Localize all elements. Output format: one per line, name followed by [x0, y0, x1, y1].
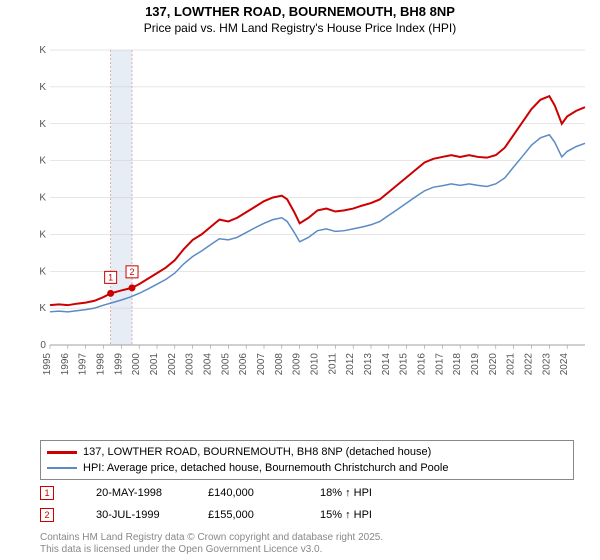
title-block: 137, LOWTHER ROAD, BOURNEMOUTH, BH8 8NP … [0, 0, 600, 36]
legend-row-hpi: HPI: Average price, detached house, Bour… [47, 460, 567, 476]
svg-text:1996: 1996 [60, 353, 71, 376]
sale-row-1: 1 20-MAY-1998 £140,000 18% ↑ HPI [40, 482, 580, 504]
sale-date-1: 20-MAY-1998 [96, 487, 186, 499]
svg-text:2010: 2010 [310, 353, 321, 376]
svg-text:2022: 2022 [524, 353, 535, 376]
svg-text:1: 1 [108, 272, 113, 282]
svg-text:£500K: £500K [40, 156, 46, 167]
svg-text:2006: 2006 [238, 353, 249, 376]
sale-date-2: 30-JUL-1999 [96, 509, 186, 521]
svg-text:2015: 2015 [399, 353, 410, 376]
svg-text:2016: 2016 [417, 353, 428, 376]
license-block: Contains HM Land Registry data © Crown c… [40, 532, 383, 556]
svg-text:2004: 2004 [203, 353, 214, 376]
svg-text:1997: 1997 [78, 353, 89, 376]
legend-swatch-hpi [47, 467, 77, 469]
chart-container: 137, LOWTHER ROAD, BOURNEMOUTH, BH8 8NP … [0, 0, 600, 560]
svg-text:1998: 1998 [96, 353, 107, 376]
svg-text:1995: 1995 [42, 353, 53, 376]
svg-text:2019: 2019 [470, 353, 481, 376]
svg-text:£800K: £800K [40, 45, 46, 56]
svg-text:£0: £0 [40, 340, 46, 351]
sale-pct-1: 18% ↑ HPI [320, 487, 410, 499]
title-line2: Price paid vs. HM Land Registry's House … [0, 21, 600, 37]
sale-marker-1: 1 [40, 486, 54, 500]
svg-text:2008: 2008 [274, 353, 285, 376]
svg-text:2011: 2011 [327, 353, 338, 375]
chart-area: £0 £100K £200K £300K £400K £500K £600K £700K £80… [40, 45, 590, 395]
svg-text:2005: 2005 [220, 353, 231, 376]
svg-text:2024: 2024 [559, 353, 570, 376]
legend-swatch-price [47, 451, 77, 454]
svg-text:2002: 2002 [167, 353, 178, 376]
legend-box: 137, LOWTHER ROAD, BOURNEMOUTH, BH8 8NP … [40, 440, 574, 480]
svg-text:2003: 2003 [185, 353, 196, 376]
svg-text:£300K: £300K [40, 229, 46, 240]
license-line1: Contains HM Land Registry data © Crown c… [40, 532, 383, 544]
sale-pct-2: 15% ↑ HPI [320, 509, 410, 521]
svg-text:£400K: £400K [40, 193, 46, 204]
svg-text:1999: 1999 [113, 353, 124, 376]
sale-price-2: £155,000 [208, 509, 298, 521]
svg-text:2021: 2021 [506, 353, 517, 376]
legend-label-price: 137, LOWTHER ROAD, BOURNEMOUTH, BH8 8NP … [83, 446, 431, 458]
sales-block: 1 20-MAY-1998 £140,000 18% ↑ HPI 2 30-JU… [40, 482, 580, 526]
svg-text:2020: 2020 [488, 353, 499, 376]
svg-text:2023: 2023 [541, 353, 552, 376]
sale-price-1: £140,000 [208, 487, 298, 499]
svg-text:£700K: £700K [40, 82, 46, 93]
svg-text:£100K: £100K [40, 303, 46, 314]
svg-text:2012: 2012 [345, 353, 356, 376]
svg-text:£600K: £600K [40, 119, 46, 130]
title-line1: 137, LOWTHER ROAD, BOURNEMOUTH, BH8 8NP [0, 4, 600, 21]
svg-text:2009: 2009 [292, 353, 303, 376]
chart-svg: £0 £100K £200K £300K £400K £500K £600K £700K £80… [40, 45, 590, 395]
license-line2: This data is licensed under the Open Gov… [40, 544, 383, 556]
svg-text:2007: 2007 [256, 353, 267, 376]
svg-text:2000: 2000 [131, 353, 142, 376]
legend-label-hpi: HPI: Average price, detached house, Bour… [83, 462, 448, 474]
svg-text:2018: 2018 [452, 353, 463, 376]
svg-text:2: 2 [130, 267, 135, 277]
svg-text:2014: 2014 [381, 353, 392, 376]
svg-text:£200K: £200K [40, 266, 46, 277]
sale-marker-2: 2 [40, 508, 54, 522]
svg-text:2001: 2001 [149, 353, 160, 376]
svg-text:2017: 2017 [434, 353, 445, 376]
legend-row-price: 137, LOWTHER ROAD, BOURNEMOUTH, BH8 8NP … [47, 444, 567, 460]
svg-text:2013: 2013 [363, 353, 374, 376]
sale-row-2: 2 30-JUL-1999 £155,000 15% ↑ HPI [40, 504, 580, 526]
